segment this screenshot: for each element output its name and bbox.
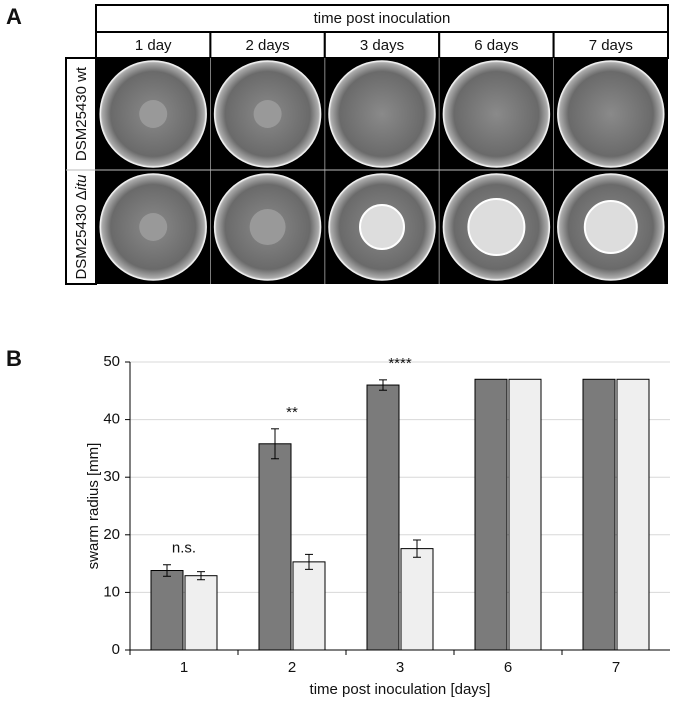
bar [582, 378, 616, 651]
panel-label: A [6, 4, 22, 29]
header-box [95, 4, 669, 33]
column-header: 1 day [135, 37, 172, 54]
header: time post inoculation [314, 10, 451, 27]
column-header: 6 days [474, 37, 518, 54]
row-label-box [65, 57, 97, 285]
column-header-box [95, 31, 212, 59]
bar [400, 548, 434, 651]
colony [359, 204, 405, 250]
column-header-box [438, 31, 555, 59]
x-axis-label: time post inoculation [days] [310, 681, 491, 698]
colony [467, 198, 526, 256]
panel-label: B [6, 346, 22, 371]
annotation: ** [286, 404, 298, 421]
colony [139, 213, 168, 241]
bar [258, 443, 292, 651]
row-label-part: DSM25430 wt [73, 66, 90, 161]
annotation: **** [388, 355, 412, 372]
colony [253, 100, 282, 128]
row-label: DSM25430 wt [73, 66, 90, 161]
plate [557, 60, 665, 168]
y-tick-label: 20 [103, 526, 120, 543]
x-tick-label: 6 [504, 659, 512, 676]
y-tick-label: 10 [103, 583, 120, 600]
column-header: 7 days [589, 37, 633, 54]
y-tick-label: 30 [103, 468, 120, 485]
colony [249, 209, 286, 245]
row-label-part: DSM25430 Δ [73, 190, 90, 279]
column-header-box [552, 31, 669, 59]
column-header: 2 days [245, 37, 289, 54]
bar [474, 378, 508, 651]
y-tick-label: 0 [112, 641, 120, 658]
column-header-box [209, 31, 326, 59]
x-tick-label: 1 [180, 659, 188, 676]
bar [508, 378, 542, 651]
bar [616, 378, 650, 651]
annotation: n.s. [172, 540, 196, 557]
row-label: DSM25430 Δitu [73, 174, 90, 280]
y-tick-label: 50 [103, 353, 120, 370]
x-tick-label: 7 [612, 659, 620, 676]
column-header: 3 days [360, 37, 404, 54]
y-axis-label: swarm radius [mm] [85, 443, 102, 570]
bar [292, 561, 326, 651]
bar [184, 575, 218, 651]
bar [366, 384, 400, 651]
bar [150, 570, 184, 651]
y-tick-label: 40 [103, 411, 120, 428]
plate [442, 60, 551, 168]
x-tick-label: 2 [288, 659, 296, 676]
x-tick-label: 3 [396, 659, 404, 676]
colony [583, 200, 638, 254]
plate [328, 60, 436, 168]
colony [139, 100, 168, 128]
row-label-part: itu [73, 174, 90, 191]
